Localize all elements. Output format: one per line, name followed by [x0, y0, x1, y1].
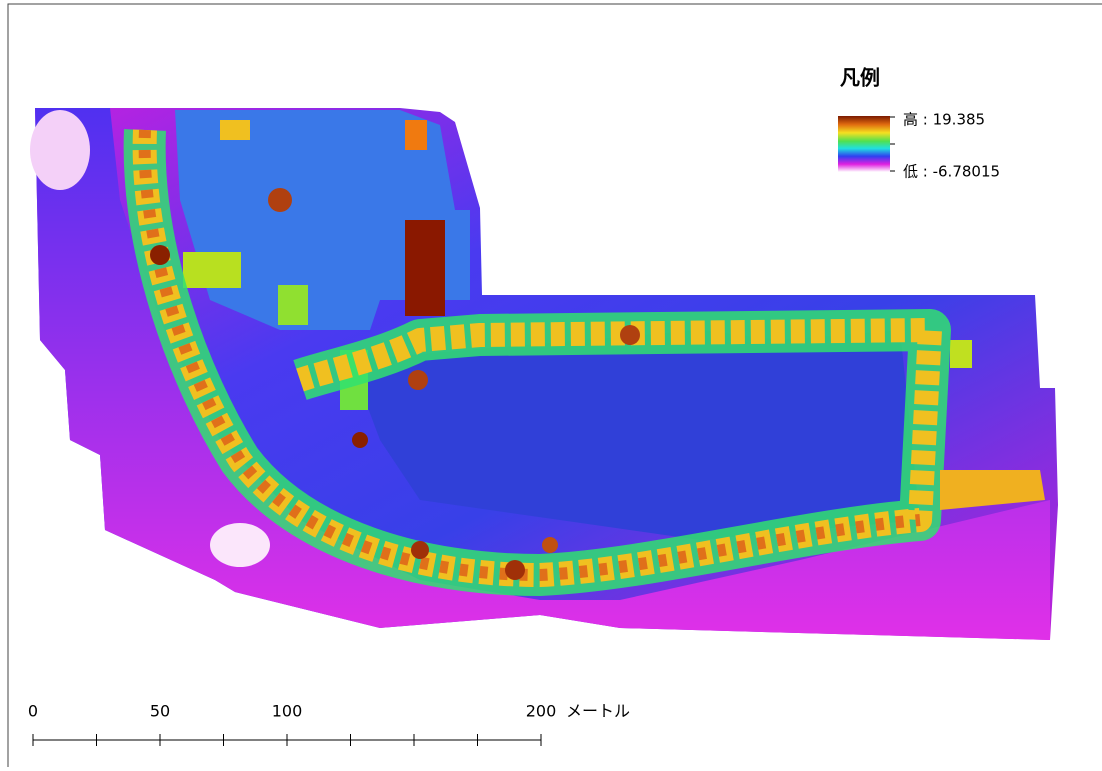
map-page: 凡例 高 : 19.385 低 : -6.78015 0 50 100 200 メートル — [0, 0, 1102, 767]
elevation-raster — [30, 108, 1058, 640]
scale-label: 0 — [28, 702, 38, 721]
legend-title: 凡例 — [840, 66, 880, 90]
legend-high-label: 高 : 19.385 — [903, 111, 985, 129]
scale-unit: メートル — [566, 702, 630, 721]
scale-bar: 0 50 100 200 メートル — [28, 702, 630, 747]
scale-label: 100 — [272, 702, 303, 721]
scale-label: 50 — [150, 702, 170, 721]
legend: 凡例 高 : 19.385 低 : -6.78015 — [838, 66, 1000, 181]
scale-label: 200 — [526, 702, 557, 721]
legend-low-label: 低 : -6.78015 — [903, 163, 1000, 181]
legend-color-ramp — [838, 116, 890, 172]
